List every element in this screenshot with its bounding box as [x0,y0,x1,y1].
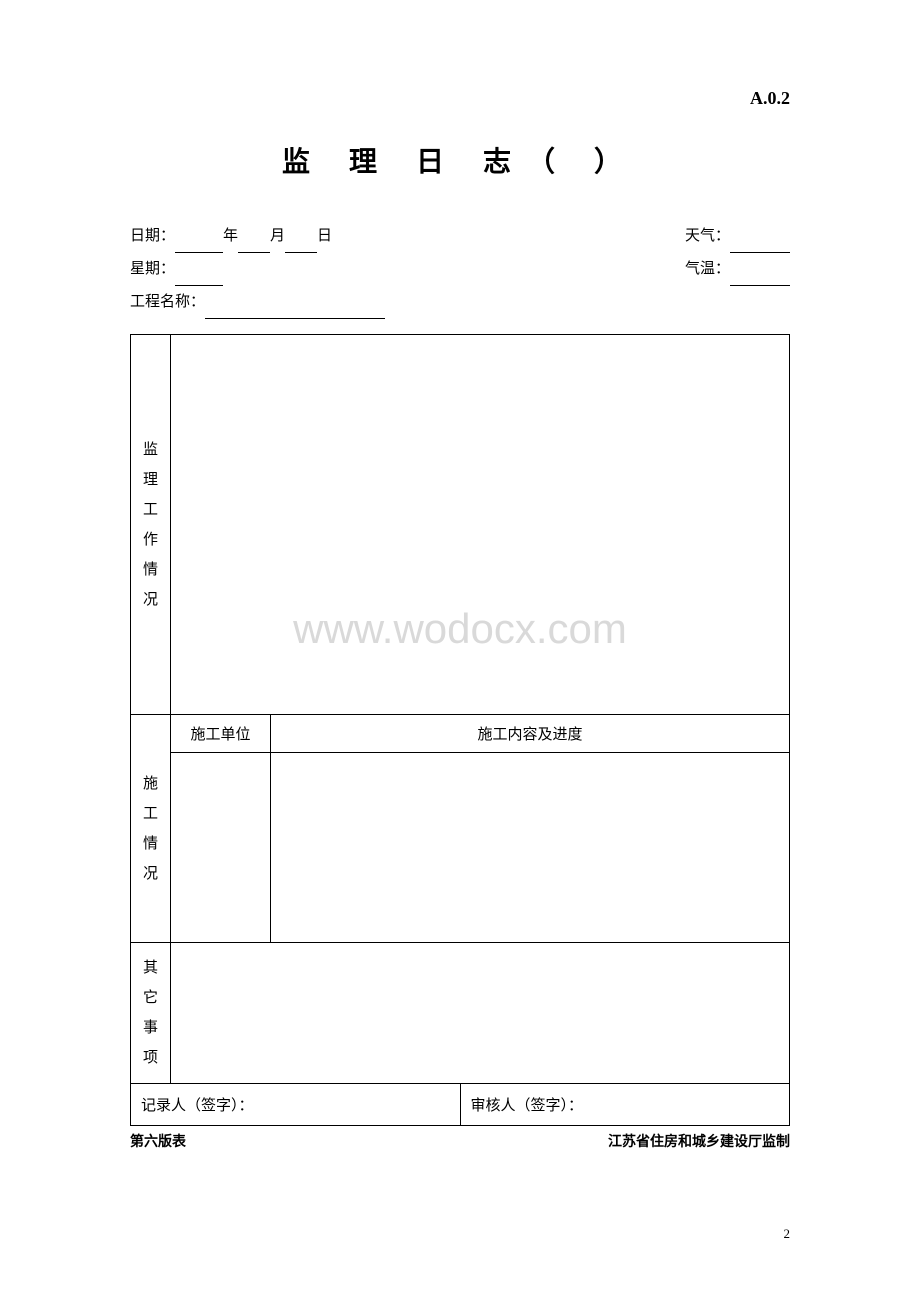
recorder-signature-cell: 记录人（签字）： [131,1084,461,1125]
supervision-char-4: 情 [136,555,165,585]
year-blank [175,235,223,253]
page-number: 2 [784,1226,791,1242]
main-table: 监 理 工 作 情 况 施 工 情 况 施工单位 施工内容及进度 [130,334,790,1084]
header-info-block: 日期： 年 月 日 天气： 星期： 气温： 工程名称： [130,220,790,319]
document-title: 监 理 日 志（ ） [130,140,790,180]
supervision-char-2: 工 [136,495,165,525]
supervision-content-cell [171,335,790,715]
construction-char-2: 情 [136,829,165,859]
other-row: 其 它 事 项 [131,943,790,1084]
supervision-char-3: 作 [136,525,165,555]
reviewer-signature-cell: 审核人（签字）： [461,1084,790,1125]
authority-label: 江苏省住房和城乡建设厅监制 [608,1131,790,1151]
day-suffix: 日 [317,228,332,244]
week-label: 星期： [130,261,175,277]
week-field: 星期： [130,253,223,286]
weather-field: 天气： [685,220,790,253]
project-field: 工程名称： [130,286,385,319]
date-label: 日期： [130,228,175,244]
year-suffix: 年 [223,228,238,244]
construction-unit-cell [171,753,271,943]
other-char-3: 项 [136,1043,165,1073]
header-row-3: 工程名称： [130,286,790,319]
supervision-char-5: 况 [136,585,165,615]
weather-label: 天气： [685,228,730,244]
temperature-label: 气温： [685,261,730,277]
supervision-char-0: 监 [136,435,165,465]
construction-header-row: 施 工 情 况 施工单位 施工内容及进度 [131,715,790,753]
supervision-char-1: 理 [136,465,165,495]
weather-blank [730,235,790,253]
construction-char-1: 工 [136,799,165,829]
month-blank [238,235,270,253]
month-suffix: 月 [270,228,285,244]
temperature-blank [730,268,790,286]
header-row-2: 星期： 气温： [130,253,790,286]
footer-row: 第六版表 江苏省住房和城乡建设厅监制 [130,1131,790,1151]
construction-content-header: 施工内容及进度 [271,715,790,753]
other-char-1: 它 [136,983,165,1013]
other-label-cell: 其 它 事 项 [131,943,171,1084]
temperature-field: 气温： [685,253,790,286]
supervision-row: 监 理 工 作 情 况 [131,335,790,715]
day-blank [285,235,317,253]
signature-row: 记录人（签字）： 审核人（签字）： [130,1084,790,1126]
edition-label: 第六版表 [130,1131,186,1151]
form-code: A.0.2 [750,88,790,109]
other-char-0: 其 [136,953,165,983]
construction-char-0: 施 [136,769,165,799]
construction-content-cell [271,753,790,943]
other-char-2: 事 [136,1013,165,1043]
construction-char-3: 况 [136,859,165,889]
document-page: A.0.2 www.wodocx.com 监 理 日 志（ ） 日期：年月日 天… [0,0,920,1191]
project-label: 工程名称： [130,294,205,310]
week-blank [175,268,223,286]
construction-body-row [131,753,790,943]
date-field: 日期： 年 月 日 [130,220,332,253]
other-content-cell [171,943,790,1084]
construction-label-cell: 施 工 情 况 [131,715,171,943]
construction-unit-header: 施工单位 [171,715,271,753]
project-blank [205,301,385,319]
supervision-label-cell: 监 理 工 作 情 况 [131,335,171,715]
header-row-1: 日期： 年 月 日 天气： [130,220,790,253]
